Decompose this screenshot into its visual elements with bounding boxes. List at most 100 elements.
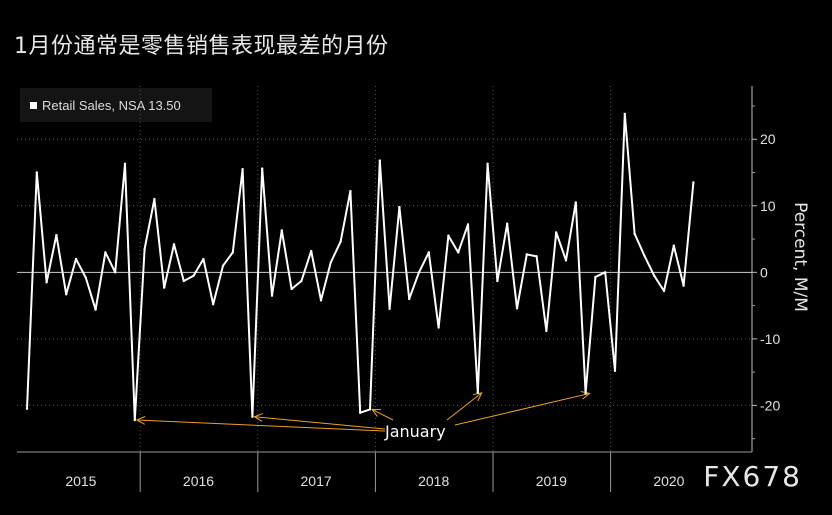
watermark: FX678 [703,460,802,493]
data-point [163,286,166,289]
x-tick-label: 2020 [653,473,684,489]
data-point [486,162,489,166]
x-tick-label: 2018 [418,473,449,489]
x-tick-label: 2019 [536,473,567,489]
data-point [496,279,499,283]
data-point [231,251,234,254]
data-point [172,243,176,246]
data-point [143,247,146,251]
data-point [251,415,254,418]
data-point [202,257,205,261]
data-point [427,251,430,254]
data-point [535,255,538,258]
retail-sales-line [26,112,695,422]
data-point [300,279,303,283]
data-point [643,254,646,257]
annotation-arrowhead [253,413,264,422]
annotation-arrow [454,392,590,426]
data-point [339,240,342,243]
data-point [133,418,136,422]
annotation-arrowhead [370,408,382,417]
data-point [388,307,391,311]
data-point [65,293,68,296]
y-tick-label: 0 [760,264,768,280]
x-axis: 2015 2016 2017 2018 2019 2020 [17,451,752,492]
x-tick-label: 2015 [65,473,96,489]
data-point [74,257,78,261]
data-point [290,287,293,291]
data-point [261,167,264,170]
data-point [280,229,283,232]
data-point [672,244,675,247]
data-point [613,369,617,373]
data-point [221,264,225,267]
january-annotation [135,390,591,432]
data-point [408,297,411,301]
data-point [35,171,38,174]
data-point [349,189,352,193]
data-point [45,281,48,284]
legend-label: Retail Sales, NSA 13.50 [42,97,181,113]
y-tick-label: -10 [760,331,780,347]
chart-legend: Retail Sales, NSA 13.50 [20,88,212,122]
annotation-arrowhead [580,390,591,400]
data-point [437,326,440,329]
x-tick-label: 2017 [301,473,332,489]
y-tick-label: 10 [760,198,776,214]
data-point [662,289,666,293]
data-point [447,234,450,237]
data-point [604,271,607,274]
data-point [270,294,274,297]
data-point [25,407,29,410]
data-point [653,274,656,277]
legend-swatch [30,101,37,109]
data-point [212,303,215,306]
data-point [564,259,568,262]
annotation-arrowhead [472,392,483,402]
data-point [692,181,695,184]
y-tick-label: 20 [760,131,776,147]
data-point [682,284,685,287]
data-point [466,223,470,226]
data-point [378,159,381,162]
grid [17,86,752,452]
data-point [594,275,597,279]
data-point [114,271,117,274]
data-point [584,392,587,395]
data-point [476,391,479,394]
data-point [555,231,558,234]
annotation-arrowhead [135,416,146,425]
data-point [368,408,372,411]
data-point [310,249,313,253]
data-point [398,205,401,209]
annotation-label: January [384,422,446,441]
x-tick-label: 2016 [183,473,214,489]
data-point [633,232,636,235]
data-point [84,276,88,279]
data-point [574,201,577,204]
data-point [457,251,460,254]
annotation-arrow [371,408,394,421]
data-point [241,167,244,171]
y-axis: -20 -10 0 10 20 [751,86,780,452]
data-point [123,162,127,166]
data-point [319,299,323,302]
data-point [506,222,509,225]
y-axis-label: Percent, M/M [790,202,810,312]
data-point [153,197,156,201]
data-point [359,411,362,414]
data-point [182,279,185,283]
data-point [329,261,332,264]
data-point [104,251,107,254]
annotation-arrow [136,419,386,432]
chart-title: 1月份通常是零售销售表现最差的月份 [14,34,389,59]
annotation-arrow [254,416,386,430]
data-point [55,233,58,237]
y-tick-label: -20 [760,397,780,413]
data-point [515,307,519,310]
data-point [525,253,528,256]
data-point [545,329,548,333]
series-layer [25,112,695,422]
data-point [192,274,195,277]
